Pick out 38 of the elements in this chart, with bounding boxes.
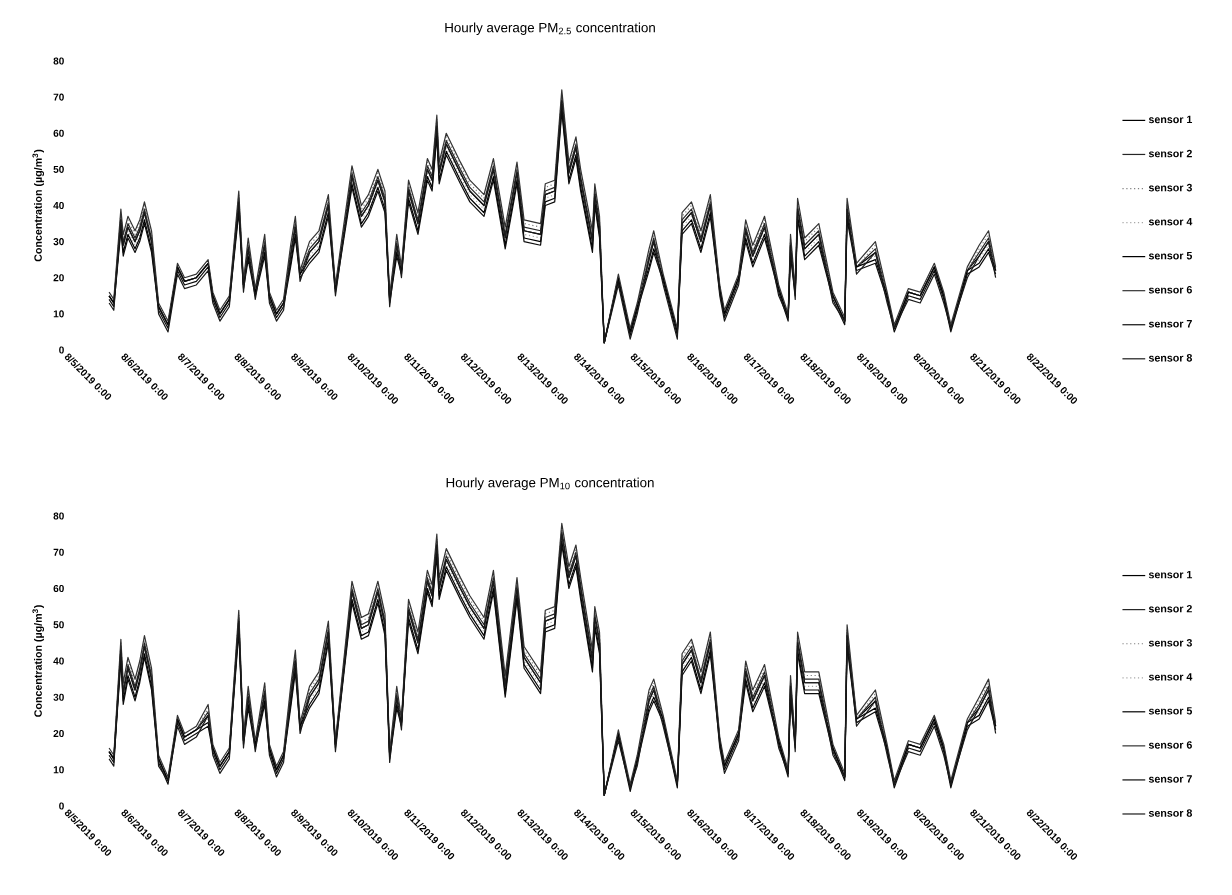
y-tick-label: 20 bbox=[53, 729, 64, 738]
y-tick-label: 50 bbox=[53, 165, 64, 173]
y-tick-label: 60 bbox=[53, 129, 64, 137]
legend-label: sensor 7 bbox=[1148, 320, 1192, 328]
legend-label: sensor 3 bbox=[1148, 183, 1192, 192]
y-tick-label: 70 bbox=[53, 93, 64, 101]
y-tick-label: 80 bbox=[53, 512, 64, 520]
legend-label: sensor 5 bbox=[1148, 707, 1193, 715]
y-tick-label: 80 bbox=[53, 57, 64, 65]
y-tick-label: 0 bbox=[59, 802, 64, 810]
legend-label: sensor 1 bbox=[1148, 570, 1193, 579]
y-tick-label: 40 bbox=[53, 201, 64, 210]
y-axis-title: Concentration (µg/m$^{3}$) bbox=[32, 149, 45, 262]
y-tick-label: 10 bbox=[53, 310, 64, 318]
legend-label: sensor 4 bbox=[1148, 217, 1193, 226]
legend-label: sensor 6 bbox=[1148, 285, 1192, 294]
y-tick-label: 30 bbox=[53, 238, 64, 246]
y-tick-label: 0 bbox=[59, 346, 64, 354]
legend-label: sensor 6 bbox=[1148, 741, 1192, 749]
y-tick-label: 20 bbox=[53, 274, 64, 282]
y-tick-label: 30 bbox=[53, 693, 64, 701]
y-axis-title: Concentration (µg/m$^{3}$) bbox=[32, 605, 45, 717]
legend-label: sensor 2 bbox=[1148, 149, 1192, 158]
legend-label: sensor 3 bbox=[1148, 639, 1192, 647]
chart-title: Hourly average PM$_{10}$ concentration bbox=[446, 477, 654, 490]
legend-label: sensor 2 bbox=[1148, 604, 1192, 613]
legend-label: sensor 4 bbox=[1148, 673, 1193, 681]
chart-title: Hourly average PM$_{2.5}$ concentration bbox=[445, 22, 655, 35]
legend-label: sensor 7 bbox=[1148, 775, 1192, 783]
legend-label: sensor 8 bbox=[1148, 354, 1193, 362]
y-tick-label: 50 bbox=[53, 621, 64, 629]
y-tick-label: 70 bbox=[53, 548, 64, 556]
legend-label: sensor 1 bbox=[1148, 115, 1193, 124]
legend-label: sensor 5 bbox=[1148, 251, 1193, 260]
y-tick-label: 10 bbox=[53, 766, 64, 774]
y-tick-label: 40 bbox=[53, 657, 64, 665]
y-tick-label: 60 bbox=[53, 584, 64, 593]
legend-label: sensor 8 bbox=[1148, 809, 1193, 817]
